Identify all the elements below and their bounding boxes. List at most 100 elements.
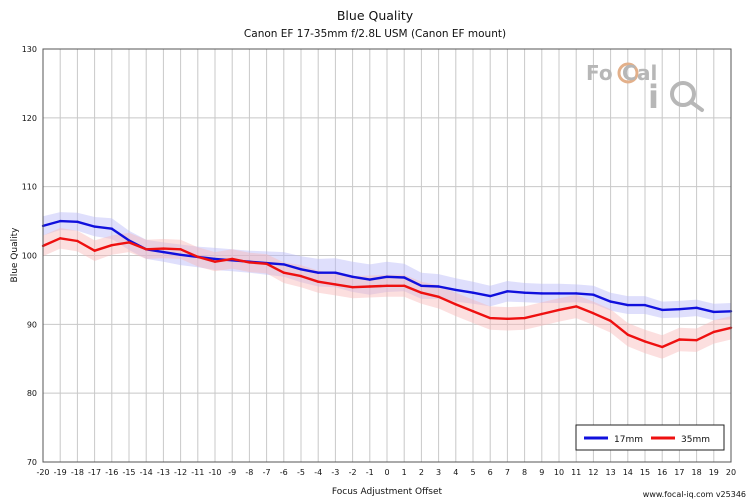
- data-point-35mm: [110, 244, 114, 247]
- data-point-35mm: [403, 284, 406, 287]
- x-tick-label: 8: [522, 468, 527, 477]
- x-tick-label: 9: [539, 468, 544, 477]
- data-point-35mm: [213, 260, 217, 263]
- x-tick-label: 1: [402, 468, 407, 477]
- x-tick-label: 15: [640, 468, 650, 477]
- data-point-35mm: [334, 283, 337, 286]
- x-tick-label: 16: [657, 468, 667, 477]
- x-tick-label: -15: [122, 468, 135, 477]
- data-point-17mm: [420, 284, 423, 287]
- data-point-17mm: [575, 292, 578, 295]
- data-point-17mm: [661, 308, 664, 312]
- data-point-35mm: [437, 295, 440, 298]
- x-tick-label: -16: [105, 468, 118, 477]
- data-point-35mm: [127, 241, 131, 244]
- data-point-35mm: [661, 345, 664, 349]
- magnifier-icon: [670, 81, 696, 107]
- data-point-17mm: [127, 239, 131, 242]
- legend-box: [575, 424, 725, 451]
- x-tick-label: -12: [174, 468, 187, 477]
- data-point-35mm: [59, 237, 62, 240]
- y-tick-label: 70: [27, 458, 37, 467]
- data-point-35mm: [626, 333, 629, 336]
- data-point-17mm: [317, 271, 320, 274]
- data-point-17mm: [678, 308, 681, 311]
- y-tick-label: 90: [27, 320, 37, 329]
- y-tick-label: 110: [22, 183, 37, 192]
- data-point-35mm: [76, 239, 79, 243]
- x-tick-label: -17: [88, 468, 101, 477]
- x-tick-label: 6: [488, 468, 493, 477]
- x-tick-label: -13: [157, 468, 170, 477]
- data-point-35mm: [471, 310, 475, 313]
- data-point-35mm: [385, 284, 389, 287]
- data-point-17mm: [506, 290, 509, 293]
- data-point-35mm: [248, 261, 251, 264]
- data-point-17mm: [179, 253, 182, 256]
- data-point-35mm: [231, 257, 234, 261]
- data-point-17mm: [351, 275, 354, 278]
- x-tick-label: -4: [314, 468, 322, 477]
- y-tick-label: 80: [27, 389, 37, 398]
- x-tick-label: -5: [297, 468, 305, 477]
- x-tick-label: -19: [54, 468, 67, 477]
- data-point-35mm: [162, 247, 165, 250]
- x-tick-label: 5: [470, 468, 475, 477]
- x-tick-label: 20: [726, 468, 736, 477]
- data-point-35mm: [523, 316, 526, 320]
- data-point-17mm: [385, 275, 389, 278]
- x-tick-label: -14: [140, 468, 153, 477]
- data-point-17mm: [299, 268, 303, 271]
- data-point-35mm: [93, 249, 96, 252]
- data-point-17mm: [592, 293, 595, 296]
- x-tick-label: 18: [692, 468, 702, 477]
- data-point-35mm: [489, 316, 492, 320]
- y-tick-label: 120: [22, 114, 37, 123]
- x-tick-label: 19: [709, 468, 719, 477]
- data-point-35mm: [196, 255, 199, 259]
- chart-title: Blue Quality: [337, 8, 414, 23]
- data-point-17mm: [523, 291, 526, 294]
- x-tick-label: 11: [571, 468, 581, 477]
- data-point-35mm: [643, 340, 647, 343]
- magnifier-handle: [689, 100, 704, 112]
- data-point-35mm: [575, 305, 578, 308]
- data-point-17mm: [213, 257, 217, 261]
- logo-text-focal: Fo: [586, 61, 613, 85]
- legend-label-35mm: 35mm: [681, 435, 710, 445]
- data-lines: [41, 219, 733, 349]
- legend: 17mm 35mm: [575, 424, 725, 451]
- x-tick-label: 3: [436, 468, 441, 477]
- x-tick-label: 13: [606, 468, 616, 477]
- x-tick-label: 2: [419, 468, 424, 477]
- data-point-17mm: [93, 225, 96, 228]
- x-tick-label: -6: [280, 468, 288, 477]
- data-point-17mm: [59, 219, 62, 223]
- data-point-35mm: [678, 338, 681, 341]
- data-point-17mm: [403, 276, 406, 279]
- data-point-17mm: [557, 292, 561, 295]
- x-tick-label: -9: [228, 468, 236, 477]
- y-tick-label: 130: [22, 45, 37, 54]
- x-tick-label: 4: [453, 468, 458, 477]
- data-point-35mm: [609, 319, 612, 323]
- chart-subtitle: Canon EF 17-35mm f/2.8L USM (Canon EF mo…: [244, 28, 506, 40]
- x-tick-label: 12: [588, 468, 598, 477]
- y-axis-label: Blue Quality: [10, 227, 20, 283]
- data-point-35mm: [712, 330, 715, 334]
- y-tick-label: 100: [22, 252, 37, 261]
- x-tick-label: -7: [263, 468, 271, 477]
- data-point-17mm: [695, 306, 698, 309]
- data-point-17mm: [437, 285, 440, 288]
- x-tick-labels: -20 -19 -18 -17 -16 -15 -14 -13 -12 -11 -10 -9 -8 -7-…: [36, 468, 736, 477]
- data-point-35mm: [299, 274, 303, 278]
- x-axis-label: Focus Adjustment Offset: [332, 487, 443, 497]
- data-point-17mm: [643, 303, 647, 307]
- x-tick-label: 0: [384, 468, 389, 477]
- data-point-17mm: [609, 300, 612, 303]
- data-point-17mm: [454, 288, 457, 292]
- x-tick-label: -2: [349, 468, 357, 477]
- y-tick-labels: 70 80 90 100 110 120 130: [22, 45, 37, 467]
- x-tick-label: -8: [245, 468, 253, 477]
